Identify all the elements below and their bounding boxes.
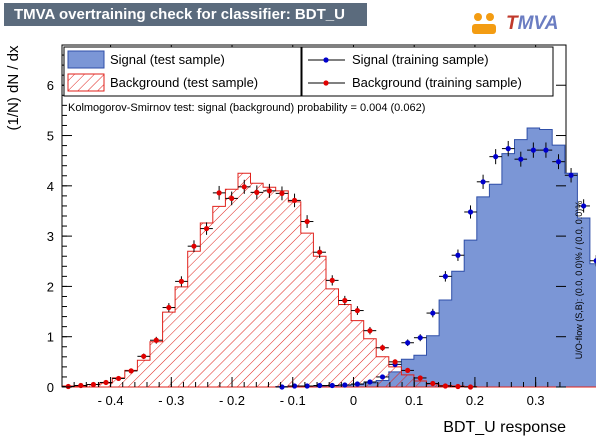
signal-train-point	[589, 255, 596, 267]
background-train-point	[200, 222, 213, 235]
background-train-point	[376, 344, 389, 351]
y-axis-title: (1/N) dN / dx	[5, 45, 22, 131]
signal-train-point	[564, 168, 578, 183]
background-train-point	[175, 276, 188, 287]
background-train-point	[137, 353, 150, 360]
legend-signal-test-label: Signal (test sample)	[110, 52, 225, 67]
ks-test-annotation: Kolmogorov-Smirnov test: signal (backgro…	[68, 102, 425, 114]
y-tick-label: 3	[47, 229, 54, 244]
x-tick-label: - 0.1	[280, 393, 306, 408]
background-train-point	[288, 193, 301, 208]
signal-train-point	[552, 154, 565, 170]
x-tick-label: 0	[350, 393, 357, 408]
background-train-point	[325, 275, 339, 286]
signal-train-point	[413, 334, 427, 342]
signal-train-point	[426, 308, 440, 318]
signal-train-point	[464, 205, 477, 219]
background-train-point	[439, 383, 452, 389]
background-train-point	[149, 336, 163, 344]
y-tick-label: 2	[47, 279, 54, 294]
x-tick-label: 0.1	[405, 393, 423, 408]
legend-background-test-swatch	[67, 73, 105, 92]
signal-train-point	[401, 339, 414, 347]
signal-train-point	[325, 382, 339, 389]
legend-signal-train-marker	[323, 57, 329, 63]
points-layer	[62, 140, 596, 390]
signal-train-point	[489, 149, 502, 165]
signal-train-point	[527, 142, 540, 158]
background-train-point	[313, 246, 326, 258]
x-tick-label: - 0.2	[219, 393, 245, 408]
signal-train-point	[514, 151, 528, 167]
y-tick-label: 1	[47, 330, 54, 345]
x-axis-title: BDT_U response	[443, 419, 566, 436]
window-title: TMVA overtraining check for classifier: …	[4, 3, 367, 26]
background-train-point	[124, 368, 138, 374]
y-tick-label: 0	[47, 380, 54, 395]
signal-train-point	[376, 374, 389, 380]
legend-signal-train-label: Signal (training sample)	[352, 52, 489, 67]
background-train-point	[426, 380, 440, 387]
signal-train-point	[313, 382, 326, 389]
y-tick-label: 6	[47, 78, 54, 93]
signal-train-point	[451, 249, 465, 261]
background-test-histogram	[61, 172, 596, 388]
x-tick-label: 0.3	[527, 393, 545, 408]
background-train-point	[87, 381, 100, 388]
background-train-point	[225, 191, 238, 206]
x-tick-label: - 0.4	[98, 393, 124, 408]
signal-train-point	[439, 271, 452, 282]
background-train-point	[237, 179, 251, 194]
background-train-point	[250, 185, 264, 200]
background-train-point	[263, 183, 276, 198]
signal-train-point	[300, 383, 314, 389]
background-train-point	[162, 303, 176, 312]
legend-box-right	[301, 46, 554, 97]
background-train-point	[187, 240, 201, 253]
tmva-logo: TMVA	[468, 8, 588, 38]
background-train-point	[351, 306, 364, 315]
x-tick-label: 0.2	[466, 393, 484, 408]
background-train-point	[62, 383, 75, 390]
background-train-point	[212, 185, 226, 200]
overflow-side-text: U/O-flow (S,B): (0.0, 0.0)% / (0.0, 0.0)…	[574, 201, 584, 360]
background-train-point	[451, 383, 465, 390]
background-train-point	[413, 375, 427, 381]
background-train-point	[74, 382, 88, 389]
y-tick-label: 5	[47, 129, 54, 144]
signal-train-point	[338, 382, 352, 388]
y-tick-label: 4	[47, 179, 54, 194]
background-train-point	[112, 375, 125, 382]
axes-layer: - 0.4 - 0.3 - 0.2 - 0.1 0 0.1 0.2 0.3 0 1 2 3 4 5 6	[47, 45, 566, 408]
background-train-point	[363, 326, 377, 335]
background-train-point	[388, 359, 402, 365]
x-tick-label: - 0.3	[158, 393, 184, 408]
background-train-point	[338, 295, 352, 306]
legend-background-train-label: Background (training sample)	[352, 75, 522, 90]
signal-train-point	[539, 142, 553, 158]
signal-train-point	[363, 379, 377, 385]
background-train-point	[275, 186, 289, 201]
signal-train-point	[501, 140, 515, 157]
tmva-logo-text: TMVA	[506, 13, 559, 34]
tmva-logo-icon	[472, 13, 496, 34]
histogram-layer	[61, 127, 596, 388]
legend-background-train-marker	[323, 80, 329, 86]
legend-signal-test-swatch	[67, 50, 105, 69]
legend-background-test-label: Background (test sample)	[110, 75, 258, 90]
background-train-point	[401, 367, 414, 374]
signal-train-point	[476, 174, 490, 189]
signal-train-point	[577, 199, 590, 213]
background-train-point	[300, 215, 314, 228]
